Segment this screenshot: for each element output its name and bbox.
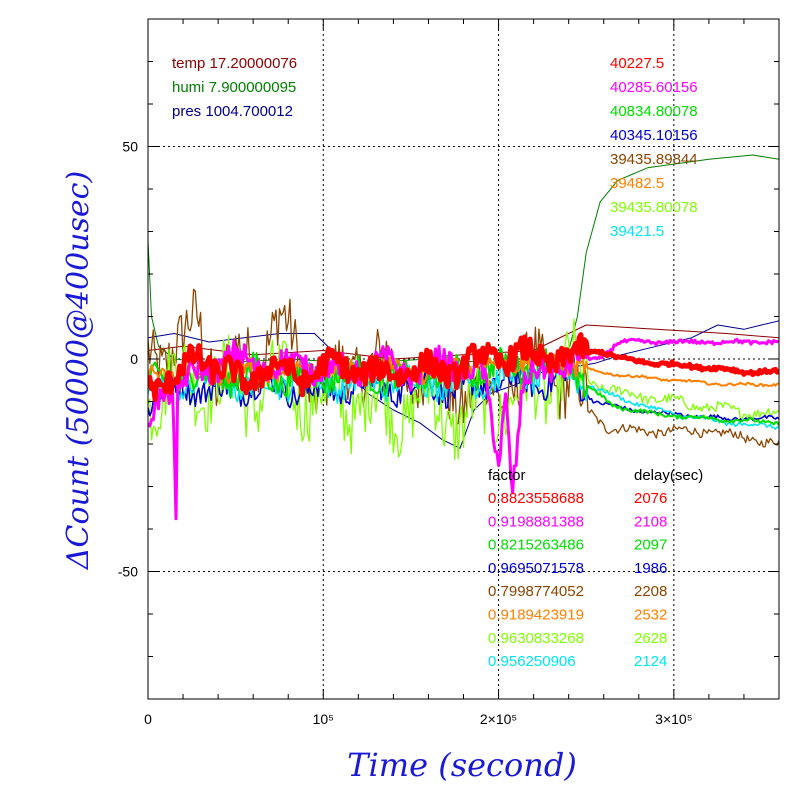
y-tick-label: -50 [118,564,138,580]
env-legend-entry: temp 17.20000076 [172,55,297,72]
factor-value: 0.9630833268 [488,630,584,647]
baseline-legend-entry: 40227.5 [610,55,664,72]
y-tick-label: 50 [122,139,138,155]
baseline-legend-entry: 39435.89844 [610,151,698,168]
series-line [148,332,779,402]
factor-delay-table: factor delay(sec) 0.8823558688 2076 0.9198… [488,467,703,670]
y-axis-label: ΔCount (50000@400usec) [61,171,96,570]
x-tick-label: 2×10⁵ [480,711,517,727]
baseline-legend-entry: 39435.80078 [610,199,698,216]
factor-header: factor [488,467,526,484]
delay-value: 2628 [634,630,667,647]
delay-value: 2208 [634,583,667,600]
env-legend-entry: pres 1004.700012 [172,103,293,120]
series-line [148,337,779,521]
environment-legend: temp 17.20000076 humi 7.900000095 pres 100… [172,55,297,120]
tick-labels: 0 10⁵ 2×10⁵ 3×10⁵ 50 0 -50 [118,139,693,728]
x-tick-label: 10⁵ [313,711,334,727]
factor-value: 0.8215263486 [488,537,584,554]
baseline-legend-entry: 40834.80078 [610,103,698,120]
delay-header: delay(sec) [634,467,703,484]
factor-value: 0.7998774052 [488,583,584,600]
baseline-legend: 40227.5 40285.60156 40834.80078 40345.10156… [610,55,698,240]
delay-value: 2097 [634,537,667,554]
delay-value: 2532 [634,607,667,624]
series-line [148,154,779,364]
env-legend-entry: humi 7.900000095 [172,79,296,96]
delay-value: 2124 [634,653,667,670]
series-line [148,320,779,449]
plot-frame [147,18,780,700]
delay-value: 2076 [634,490,667,507]
factor-value: 0.9198881388 [488,513,584,530]
y-tick-label: 0 [130,351,138,367]
x-axis-label: Time (second) [347,746,577,784]
baseline-legend-entry: 39482.5 [610,175,664,192]
series-lines [148,154,779,521]
baseline-legend-entry: 40345.10156 [610,127,698,144]
x-tick-label: 0 [144,711,152,727]
factor-value: 0.8823558688 [488,490,584,507]
delay-value: 2108 [634,513,667,530]
factor-value: 0.956250906 [488,653,576,670]
baseline-legend-entry: 39421.5 [610,223,664,240]
x-tick-label: 3×10⁵ [655,711,692,727]
factor-value: 0.9695071578 [488,560,584,577]
baseline-legend-entry: 40285.60156 [610,79,698,96]
delay-value: 1986 [634,560,667,577]
factor-value: 0.9189423919 [488,607,584,624]
